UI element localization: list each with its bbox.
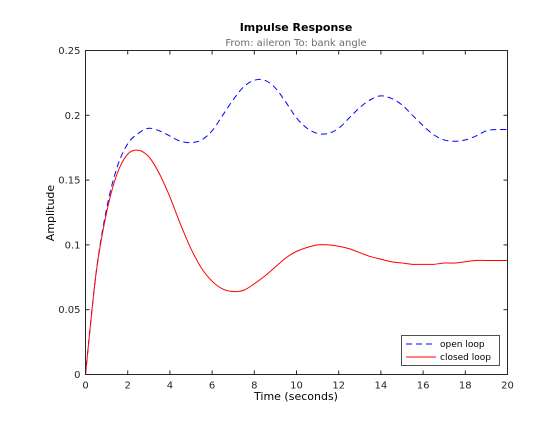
legend-label-closed-loop: closed loop <box>440 353 491 363</box>
y-tick-label: 0.05 <box>58 305 80 316</box>
x-tick-label: 2 <box>125 381 131 392</box>
x-tick-label: 4 <box>167 381 173 392</box>
series-line-open-loop <box>85 78 508 375</box>
x-tick-label: 18 <box>459 381 472 392</box>
x-tick-label: 6 <box>209 381 215 392</box>
y-tick-label: 0.25 <box>58 46 80 57</box>
axis-ticks: 0 2 4 6 8 10 12 14 16 18 20 0 0.05 0.1 0.15 0.2 0.25 <box>58 46 514 392</box>
y-tick-label: 0.1 <box>65 240 81 251</box>
legend-box <box>401 335 500 366</box>
y-tick-label: 0.15 <box>58 176 80 187</box>
x-tick-label: 10 <box>290 381 303 392</box>
x-tick-label: 12 <box>332 381 345 392</box>
legend: open loop closed loop <box>401 335 500 366</box>
x-tick-label: 16 <box>417 381 430 392</box>
x-axis-label: Time (seconds) <box>253 390 338 403</box>
chart-title: Impulse Response <box>240 21 353 34</box>
x-tick-label: 14 <box>375 381 388 392</box>
x-tick-label: 20 <box>501 381 514 392</box>
legend-label-open-loop: open loop <box>440 340 485 350</box>
chart-subtitle: From: aileron To: bank angle <box>225 38 366 49</box>
y-tick-label: 0.2 <box>65 111 81 122</box>
y-tick-label: 0 <box>74 370 80 381</box>
x-tick-label: 8 <box>251 381 257 392</box>
x-tick-label: 0 <box>82 381 88 392</box>
y-axis-label: Amplitude <box>44 185 57 242</box>
plot-area <box>85 78 508 375</box>
series-line-closed-loop <box>85 149 508 375</box>
